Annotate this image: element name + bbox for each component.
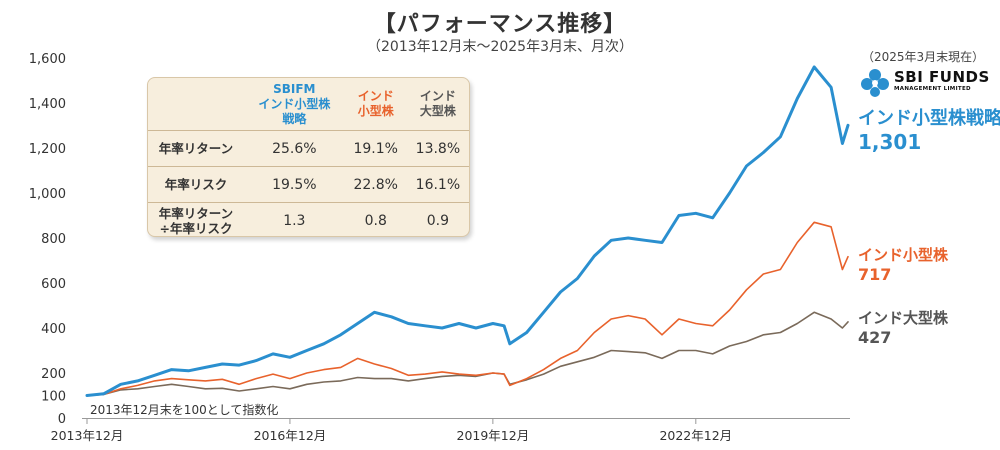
stats-cell: 0.8 xyxy=(344,202,407,236)
stats-cell: 22.8% xyxy=(344,166,407,203)
stats-row-risk: 年率リスク 19.5% 22.8% 16.1% xyxy=(148,166,469,203)
index-note: 2013年12月末を100として指数化 xyxy=(90,403,279,417)
logo-main-text: SBI FUNDS xyxy=(894,68,990,86)
stats-header-small: インド 小型株 xyxy=(357,89,394,118)
y-tick-label: 400 xyxy=(41,322,66,337)
y-tick-label: 800 xyxy=(41,232,66,247)
stats-cell: 25.6% xyxy=(244,130,345,167)
sbi-funds-logo: SBI FUNDS MANAGEMENT LIMITED xyxy=(858,68,998,98)
end-label-sbi: インド小型株戦略 1,301 xyxy=(858,104,1000,154)
as-of-date: （2025年3月末現在） xyxy=(862,50,985,64)
stats-table: SBIFM インド小型株 戦略 インド 小型株 インド 大型株 年率リターン 2… xyxy=(148,78,469,236)
end-label-large: インド大型株 427 xyxy=(858,307,948,347)
end-label-value: 1,301 xyxy=(858,130,922,154)
y-tick-label: 1,000 xyxy=(29,187,66,202)
y-tick-label: 200 xyxy=(41,367,66,382)
end-label-name: インド小型株 xyxy=(858,246,949,264)
series-line-india-small-cap xyxy=(86,221,849,397)
x-tick-label: 2019年12月 xyxy=(457,428,530,443)
x-tick-label: 2013年12月 xyxy=(51,428,124,443)
stats-header-sbifm: SBIFM インド小型株 戦略 xyxy=(258,81,331,126)
stats-cell: 16.1% xyxy=(406,166,469,203)
logo-sub-text: MANAGEMENT LIMITED xyxy=(894,86,971,92)
stats-cell: 13.8% xyxy=(406,130,469,167)
stats-corner-cell xyxy=(148,78,244,131)
stats-table-panel: SBIFM インド小型株 戦略 インド 小型株 インド 大型株 年率リターン 2… xyxy=(147,77,470,237)
end-label-name: インド大型株 xyxy=(858,309,949,327)
stats-row-label: 年率リターン ÷年率リスク xyxy=(148,202,244,236)
y-tick-label: 1,600 xyxy=(29,52,66,67)
stats-header-row: SBIFM インド小型株 戦略 インド 小型株 インド 大型株 xyxy=(148,78,469,131)
stats-row-label: 年率リスク xyxy=(148,166,244,203)
clover-logo-icon xyxy=(861,69,889,97)
y-tick-label: 600 xyxy=(41,277,66,292)
x-tick-label: 2022年12月 xyxy=(659,428,732,443)
stats-header-large: インド 大型株 xyxy=(419,89,456,118)
stats-row-label: 年率リターン xyxy=(148,130,244,167)
y-tick-label: 100 xyxy=(41,390,66,405)
end-label-value: 717 xyxy=(858,265,892,284)
chart-title: 【パフォーマンス推移】 xyxy=(373,12,627,37)
stats-cell: 19.5% xyxy=(244,166,345,203)
y-tick-label: 0 xyxy=(58,412,66,427)
y-tick-label: 1,400 xyxy=(29,97,66,112)
stats-cell: 0.9 xyxy=(406,202,469,236)
end-label-small: インド小型株 717 xyxy=(858,244,948,284)
stats-row-return: 年率リターン 25.6% 19.1% 13.8% xyxy=(148,130,469,167)
chart-subtitle: （2013年12月末〜2025年3月末、月次） xyxy=(367,39,633,55)
stats-row-ratio: 年率リターン ÷年率リスク 1.3 0.8 0.9 xyxy=(148,202,469,236)
stats-cell: 19.1% xyxy=(344,130,407,167)
end-label-value: 427 xyxy=(858,328,892,347)
y-tick-label: 1,200 xyxy=(29,142,66,157)
series-line-sbi-strategy xyxy=(85,65,850,397)
x-tick-label: 2016年12月 xyxy=(254,428,327,443)
end-label-name: インド小型株戦略 xyxy=(858,108,1000,129)
stats-cell: 1.3 xyxy=(244,202,345,236)
